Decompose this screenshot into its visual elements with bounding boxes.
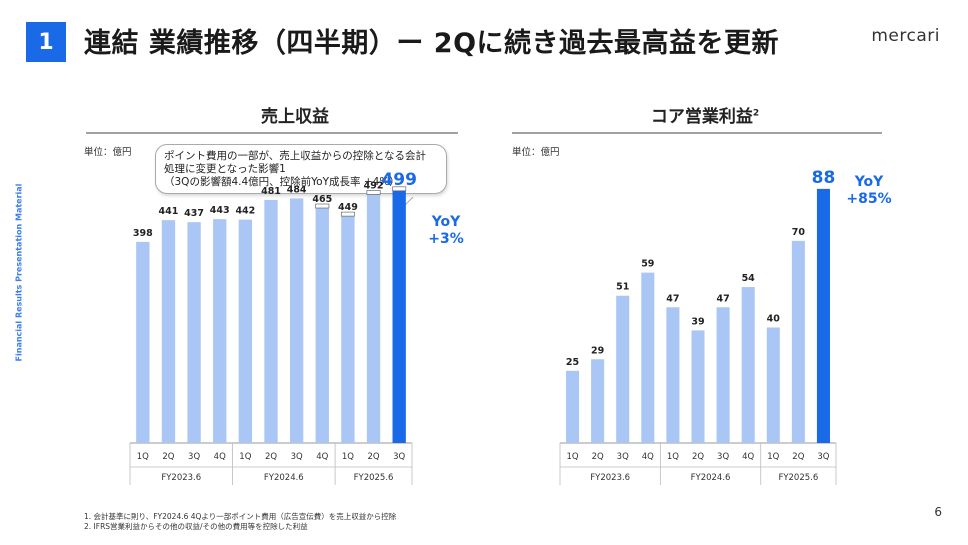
footnote-2: 2. IFRS営業利益からその他の収益/その他の費用等を控除した利益: [84, 522, 308, 531]
revenue-bar: [264, 199, 278, 443]
revenue-tick-label: 4Q: [316, 452, 328, 462]
revenue-tick-label: 1Q: [239, 452, 251, 462]
revenue-tick-label: 2Q: [162, 452, 174, 462]
callout-line-3: （3Qの影響額4.4億円、控除前YoY成長率 +4%）: [164, 176, 400, 188]
revenue-bar: [392, 190, 406, 443]
left-yoy-label: YoY: [431, 214, 461, 230]
revenue-value-label: 437: [184, 208, 204, 219]
right-chart-title-footnote: 2: [752, 108, 760, 119]
left-yoy: YoY +3%: [424, 214, 468, 248]
left-yoy-value: +3%: [428, 231, 464, 247]
revenue-value-label: 449: [338, 202, 358, 213]
page-number: 6: [934, 505, 942, 519]
left-chart-title: 売上収益: [261, 107, 329, 127]
revenue-tick-label: 2Q: [265, 452, 277, 462]
revenue-tick-label: 1Q: [137, 452, 149, 462]
callout-line-2: 処理に変更となった影響1: [164, 163, 286, 175]
revenue-tick-label: 2Q: [367, 452, 379, 462]
revenue-value-label: 442: [235, 206, 255, 217]
revenue-bar: [341, 216, 355, 443]
revenue-tick-label: 1Q: [342, 452, 354, 462]
revenue-value-label: 398: [133, 228, 153, 239]
accounting-change-callout: ポイント費用の一部が、売上収益からの控除となる会計 処理に変更となった影響1 （…: [155, 144, 447, 194]
revenue-point-deduction-marker: [340, 211, 355, 217]
right-yoy-value: +85%: [846, 191, 892, 207]
revenue-bar: [136, 241, 150, 443]
section-number-badge: 1: [26, 22, 66, 62]
revenue-bar: [315, 208, 329, 443]
revenue-point-deduction-marker: [315, 203, 330, 209]
revenue-point-deduction-marker: [366, 190, 381, 195]
revenue-group-label: FY2023.6: [161, 473, 201, 483]
revenue-bar: [213, 219, 227, 443]
revenue-value-label: 499: [381, 170, 417, 190]
left-unit-label: 単位：億円: [84, 147, 132, 158]
revenue-value-label: 484: [287, 184, 307, 195]
right-yoy: YoY +85%: [838, 174, 900, 208]
footnote-1: 1. 会計基準に則り、FY2024.6 4Qより一部ポイント費用（広告宣伝費）を…: [84, 512, 397, 521]
revenue-bar: [161, 220, 176, 443]
revenue-tick-label: 4Q: [214, 452, 226, 462]
right-chart-title-text: コア営業利益: [650, 107, 753, 127]
revenue-value-label: 492: [364, 180, 384, 191]
footnotes: 1. 会計基準に則り、FY2024.6 4Qより一部ポイント費用（広告宣伝費）を…: [84, 512, 396, 532]
revenue-bar: [238, 219, 253, 443]
revenue-value-label: 443: [210, 205, 230, 216]
revenue-value-label: 481: [261, 186, 281, 197]
revenue-tick-label: 3Q: [291, 452, 303, 462]
right-unit-label: 単位：億円: [512, 147, 560, 158]
revenue-tick-label: 3Q: [393, 452, 405, 462]
revenue-point-deduction-marker: [392, 186, 407, 192]
right-yoy-label: YoY: [854, 174, 884, 190]
revenue-value-label: 465: [312, 194, 332, 205]
revenue-group-label: FY2024.6: [264, 473, 304, 483]
right-chart-title: コア営業利益2: [540, 102, 870, 127]
revenue-tick-label: 3Q: [188, 452, 200, 462]
revenue-group-label: FY2025.6: [354, 473, 394, 483]
mercari-logo: mercari: [871, 26, 940, 46]
revenue-bar: [366, 194, 381, 443]
callout-line-1: ポイント費用の一部が、売上収益からの控除となる会計: [164, 150, 426, 162]
revenue-value-label: 441: [159, 206, 179, 217]
revenue-bar: [289, 198, 304, 443]
revenue-bar: [187, 222, 201, 443]
page-title: 連結 業績推移（四半期）ー 2Qに続き過去最高益を更新: [84, 28, 780, 59]
